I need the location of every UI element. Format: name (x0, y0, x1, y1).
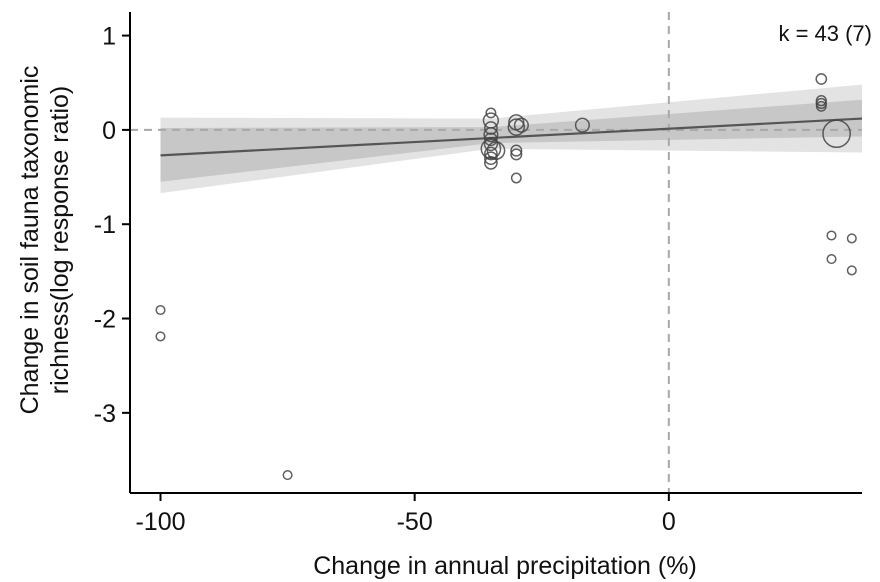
data-point (822, 119, 851, 149)
data-point (513, 117, 529, 133)
data-point (484, 151, 498, 166)
data-point (846, 265, 857, 276)
data-points (155, 73, 857, 481)
y-axis-ticks: 1 0 -1 -2 -3 (94, 23, 130, 428)
data-point (574, 117, 590, 133)
y-tick-label: -2 (94, 306, 116, 334)
data-point (815, 100, 827, 112)
data-point (815, 73, 828, 85)
y-axis-title-line-1: Change in soil fauna taxonomic (16, 66, 44, 415)
x-axis-ticks: -100 -50 0 (135, 493, 676, 536)
y-tick-label: 0 (102, 117, 116, 145)
data-point (155, 304, 166, 316)
y-axis-title: Change in soil fauna taxonomic richness(… (16, 66, 74, 415)
data-point (510, 144, 523, 157)
x-tick-label: 0 (662, 508, 676, 536)
x-tick-label: -100 (135, 508, 185, 536)
regression-line (160, 117, 863, 157)
x-tick-label: -50 (397, 508, 433, 536)
data-point (484, 146, 498, 161)
data-point (826, 254, 837, 265)
y-axis-title-line-2: richness(log response ratio) (46, 86, 74, 394)
sample-size-annotation: k = 43 (7) (778, 21, 872, 46)
data-point (484, 121, 498, 135)
y-tick-label: -1 (94, 211, 116, 239)
data-point (484, 132, 498, 147)
data-point (155, 331, 166, 342)
data-point (510, 148, 523, 161)
y-tick-label: 1 (102, 23, 116, 51)
reference-lines (130, 12, 862, 493)
data-point (486, 141, 506, 160)
regression-line-group (160, 117, 863, 157)
data-point (483, 136, 499, 152)
x-axis-title: Change in annual precipitation (%) (313, 552, 697, 580)
confidence-bands (160, 84, 862, 194)
data-point (815, 97, 827, 110)
data-point (282, 470, 293, 481)
data-point (485, 107, 497, 119)
y-tick-label: -3 (94, 400, 116, 428)
data-point (826, 230, 837, 241)
data-point (510, 172, 522, 184)
data-point (483, 127, 499, 143)
data-point (846, 233, 857, 244)
axes (129, 12, 862, 494)
data-point (507, 118, 526, 136)
inner-confidence-band (160, 99, 862, 182)
